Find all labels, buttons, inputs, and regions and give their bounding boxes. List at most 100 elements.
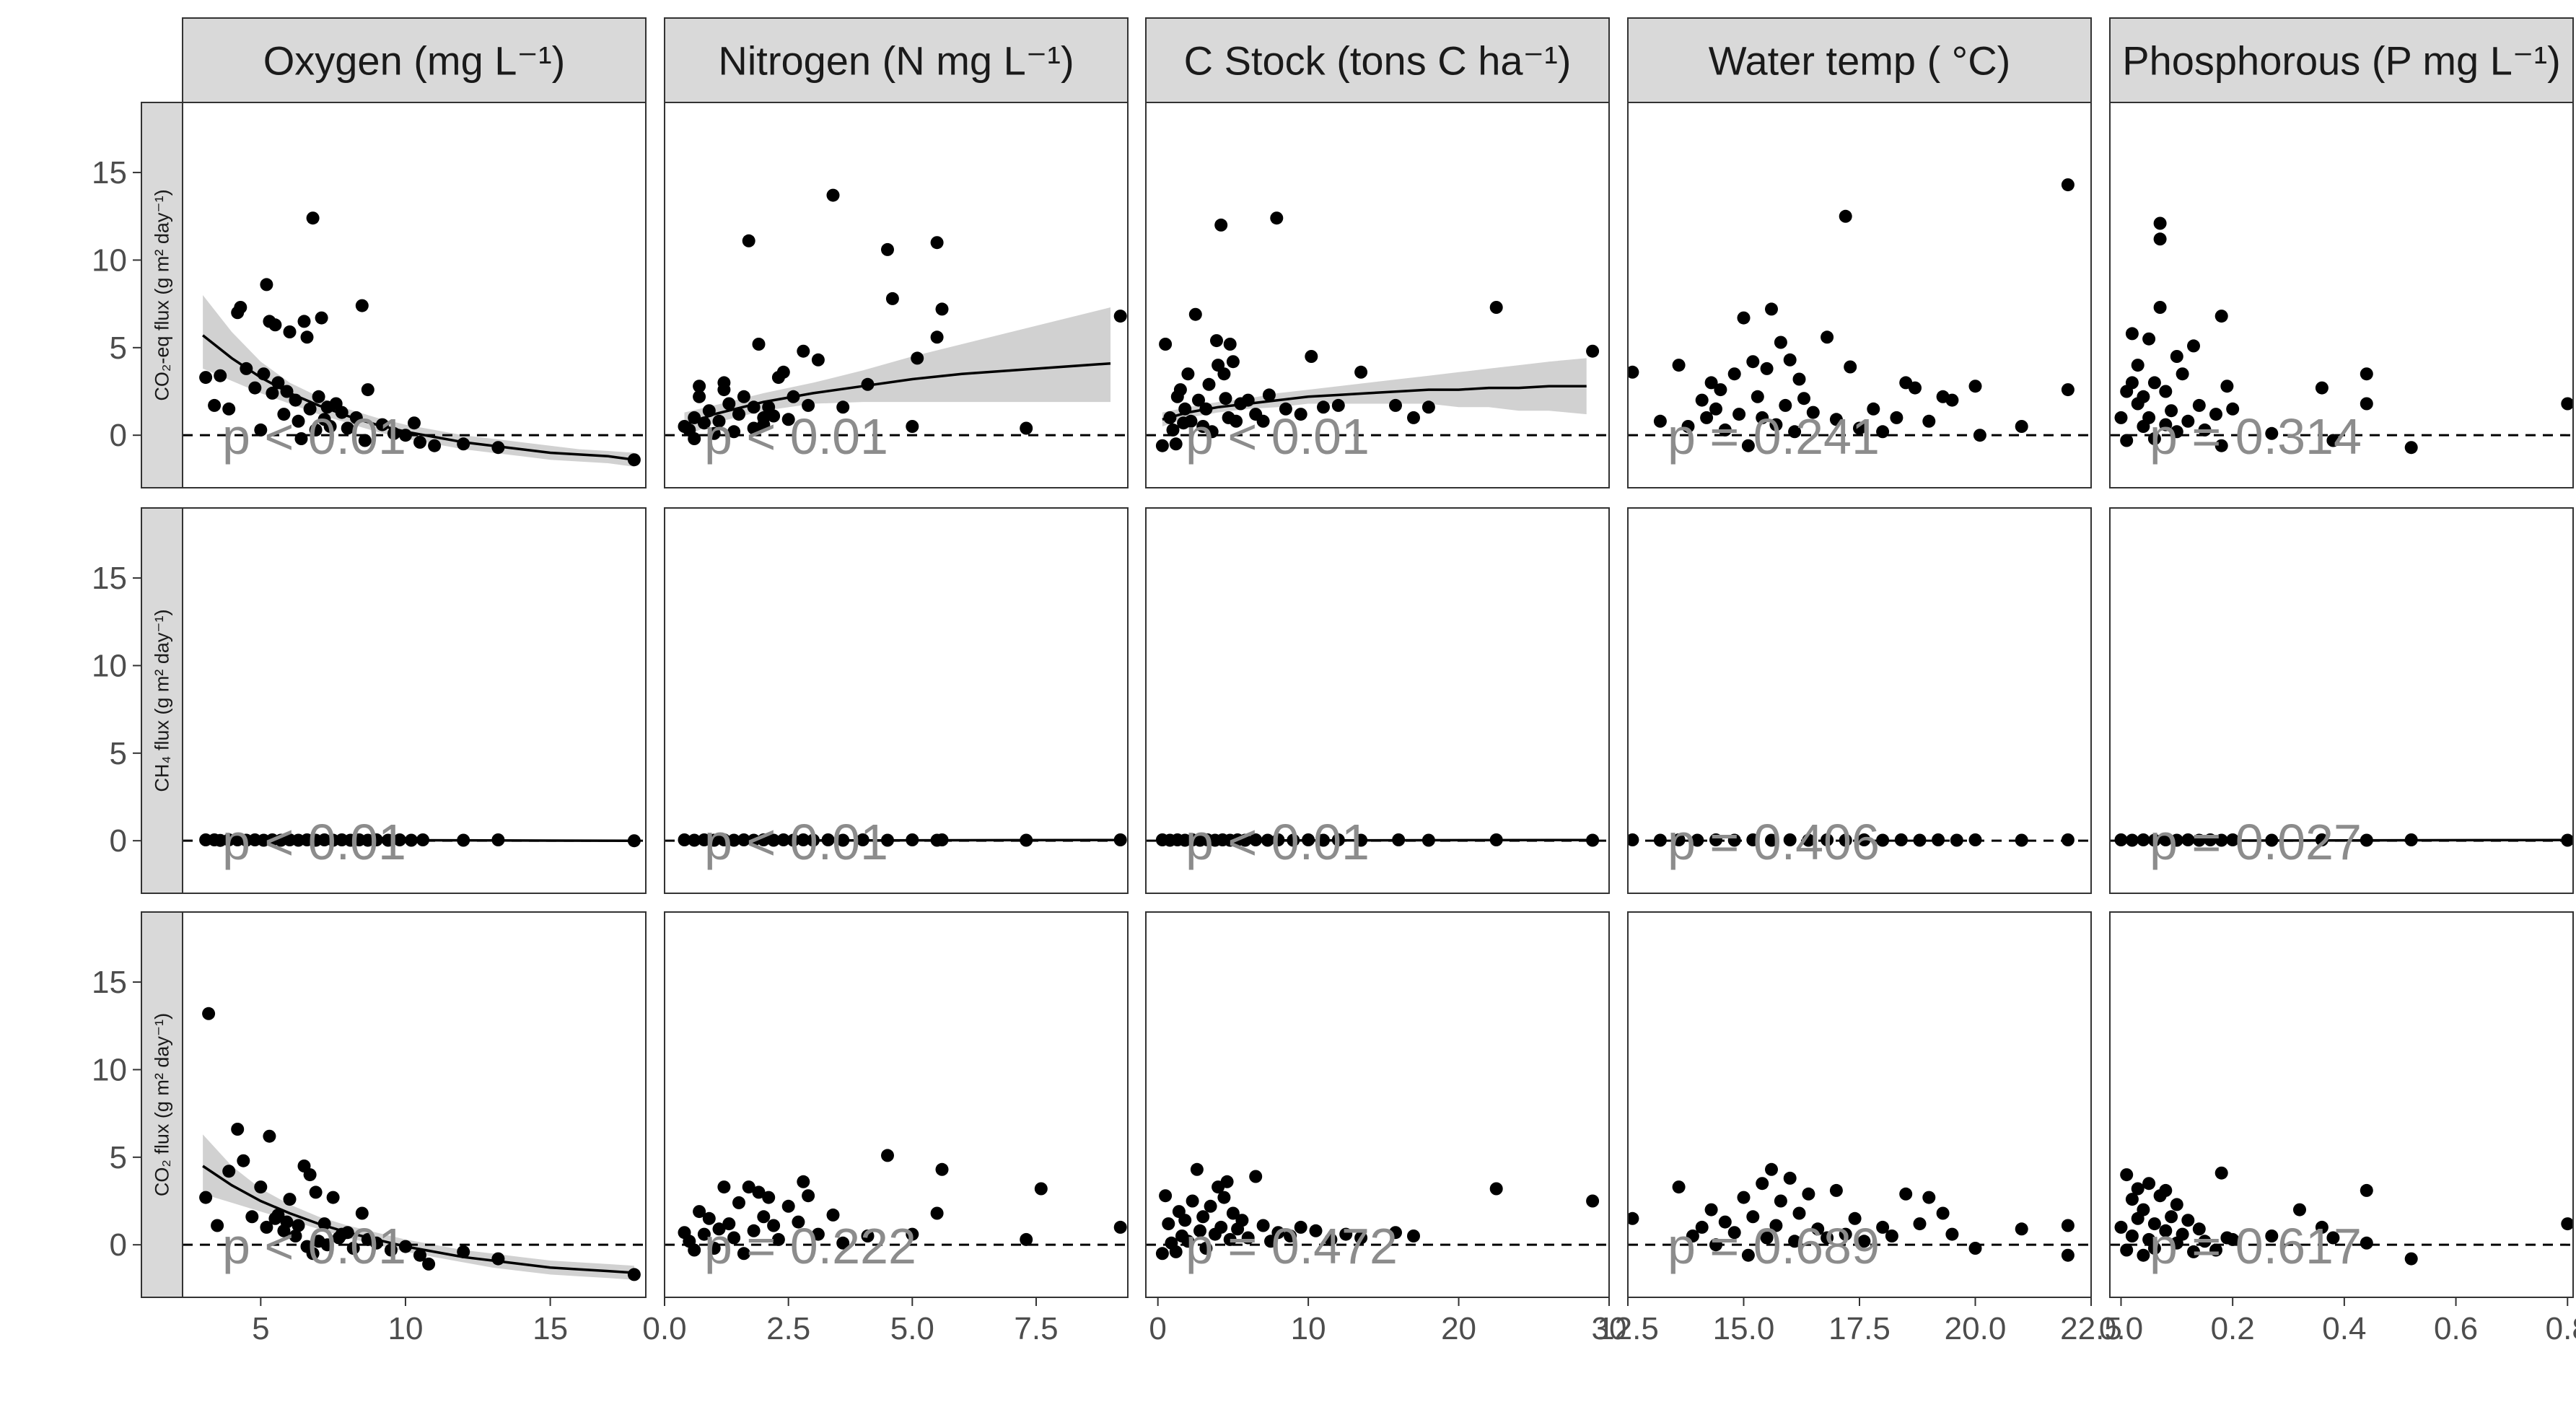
x-tick-label: 20 — [1441, 1311, 1476, 1346]
data-point — [1829, 413, 1843, 426]
data-point — [2181, 833, 2195, 846]
data-point — [935, 302, 949, 316]
data-point — [1788, 425, 1802, 439]
data-point — [1760, 1231, 1774, 1245]
data-point — [2125, 1193, 2139, 1206]
data-point — [1695, 393, 1709, 407]
data-point — [2147, 376, 2161, 390]
data-point — [856, 833, 869, 846]
data-point — [1894, 833, 1908, 846]
data-point — [1202, 377, 1216, 391]
data-point — [306, 1247, 320, 1261]
panel-background — [1628, 912, 2091, 1297]
data-point — [1331, 833, 1345, 846]
data-point — [323, 420, 337, 433]
data-point — [268, 318, 282, 332]
data-point — [1407, 1230, 1420, 1242]
y-tick-label: 15 — [92, 965, 127, 1000]
data-point — [1113, 1220, 1127, 1234]
data-point — [826, 188, 840, 202]
data-point — [2061, 833, 2075, 846]
p-value-label: p = 0.222 — [704, 1218, 916, 1274]
data-point — [707, 1242, 721, 1255]
x-tick-label: 0.6 — [2434, 1311, 2478, 1346]
data-point — [1704, 376, 1718, 390]
data-point — [1305, 350, 1318, 363]
data-point — [1192, 393, 1205, 407]
data-point — [1922, 1191, 1936, 1204]
panel-border — [1145, 911, 1610, 1298]
data-point — [2153, 301, 2167, 314]
data-point — [1159, 338, 1173, 351]
data-point — [1186, 1194, 1199, 1208]
row-strip-label: CH₄ flux (g m² day⁻¹) — [152, 609, 173, 792]
data-point — [1262, 388, 1276, 402]
data-point — [1857, 833, 1871, 846]
y-tick-label: 0 — [110, 1227, 127, 1263]
column-strip-label: Phosphorous (P mg L⁻¹) — [2122, 38, 2560, 84]
data-point — [361, 383, 374, 397]
data-point — [2015, 833, 2028, 847]
data-point — [2315, 381, 2329, 395]
data-point — [199, 1191, 213, 1204]
p-value-label: p = 0.027 — [2150, 814, 2362, 870]
data-point — [2061, 1219, 2075, 1232]
column-strip — [1627, 17, 2092, 103]
data-point — [260, 1220, 273, 1234]
column-strip-label: C Stock (tons C ha⁻¹) — [1184, 38, 1572, 84]
data-point — [1241, 1231, 1255, 1245]
p-value-label: p < 0.01 — [222, 408, 406, 465]
column-strip — [664, 17, 1129, 103]
data-point — [1848, 1211, 1862, 1225]
data-point — [271, 1208, 285, 1222]
data-point — [254, 1180, 268, 1194]
data-point — [2147, 833, 2161, 847]
data-point — [1309, 1224, 1323, 1237]
panel-content: p = 0.617 — [2110, 1166, 2573, 1274]
data-point — [707, 833, 721, 847]
data-point — [1973, 429, 1986, 442]
data-point — [428, 439, 442, 452]
panel-background — [183, 912, 646, 1297]
data-point — [413, 435, 426, 449]
row-strip-label: CO₂ flux (g m² day⁻¹) — [152, 1013, 173, 1196]
panel-border — [182, 102, 647, 488]
data-point — [776, 833, 790, 846]
data-point — [2265, 833, 2279, 847]
data-point — [315, 311, 328, 325]
data-point — [861, 377, 875, 391]
data-point — [1223, 1232, 1237, 1246]
data-point — [1792, 1206, 1806, 1220]
data-point — [727, 1231, 741, 1245]
data-point — [1226, 1206, 1240, 1220]
panel-content: p < 0.01 — [665, 814, 1128, 870]
data-point — [266, 386, 279, 400]
y-tick-label: 0 — [110, 418, 127, 453]
data-point — [811, 353, 825, 367]
panel-border — [2109, 911, 2574, 1298]
data-point — [1821, 1231, 1834, 1245]
data-point — [1219, 392, 1232, 406]
data-point — [1765, 1162, 1778, 1176]
data-point — [1178, 402, 1192, 416]
data-point — [2061, 178, 2075, 192]
data-point — [1389, 398, 1402, 412]
data-point — [930, 1206, 944, 1220]
data-point — [422, 1257, 436, 1271]
data-point — [930, 330, 944, 344]
y-tick-label: 15 — [92, 155, 127, 190]
data-point — [1159, 1189, 1173, 1203]
data-point — [1737, 311, 1751, 325]
panel-content: p = 0.027 — [2110, 814, 2573, 870]
data-point — [1193, 1224, 1206, 1237]
data-point — [341, 421, 354, 435]
data-point — [811, 1227, 825, 1241]
data-point — [688, 411, 701, 424]
data-point — [826, 1208, 840, 1222]
data-point — [2137, 833, 2150, 846]
data-point — [1628, 1211, 1639, 1225]
data-point — [627, 453, 641, 467]
data-point — [1256, 414, 1270, 428]
data-point — [1737, 1191, 1751, 1204]
data-point — [1746, 1210, 1760, 1224]
